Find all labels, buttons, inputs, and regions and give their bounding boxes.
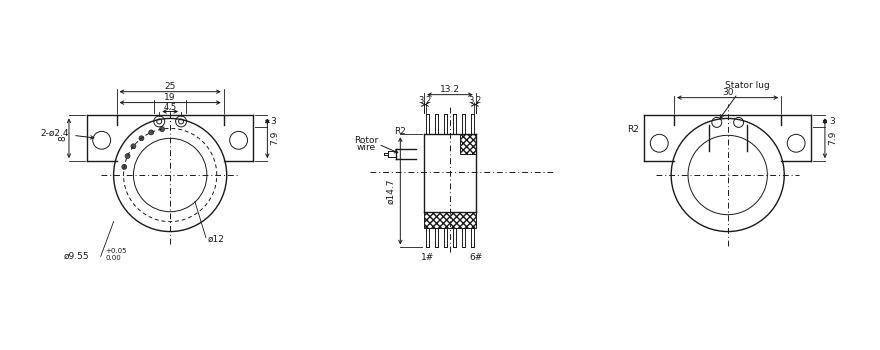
Circle shape	[149, 130, 154, 135]
Text: 8: 8	[58, 135, 68, 141]
Text: 0.00: 0.00	[106, 256, 121, 261]
Circle shape	[139, 136, 144, 141]
Text: Rotor: Rotor	[355, 136, 378, 145]
Text: 3: 3	[829, 117, 835, 126]
Text: 25: 25	[165, 82, 176, 91]
Bar	[424, 212, 476, 228]
Text: 2-ø2.4: 2-ø2.4	[40, 129, 69, 138]
Text: ø12: ø12	[208, 235, 224, 244]
Text: ø14.7: ø14.7	[386, 178, 395, 204]
Text: R2: R2	[627, 125, 640, 134]
Text: 3: 3	[270, 117, 276, 126]
Text: ø9.55: ø9.55	[63, 252, 89, 261]
Text: 30: 30	[722, 88, 733, 97]
Text: 1#: 1#	[422, 253, 435, 262]
Text: 7.9: 7.9	[828, 131, 838, 146]
Circle shape	[125, 154, 130, 159]
Text: R2: R2	[394, 127, 407, 136]
Text: 4.5: 4.5	[164, 103, 177, 112]
Bar	[460, 134, 476, 154]
Circle shape	[121, 164, 127, 169]
Text: 6#: 6#	[469, 253, 482, 262]
Text: 13.2: 13.2	[440, 85, 460, 94]
Text: 3.2: 3.2	[468, 96, 481, 105]
Circle shape	[159, 127, 165, 132]
Text: 7.9: 7.9	[270, 131, 279, 146]
Text: Stator lug: Stator lug	[725, 81, 770, 90]
Text: 19: 19	[165, 93, 176, 102]
Text: +0.05: +0.05	[106, 248, 128, 254]
Circle shape	[131, 144, 136, 149]
Text: wire: wire	[357, 143, 376, 152]
Text: 3.2: 3.2	[418, 96, 431, 105]
